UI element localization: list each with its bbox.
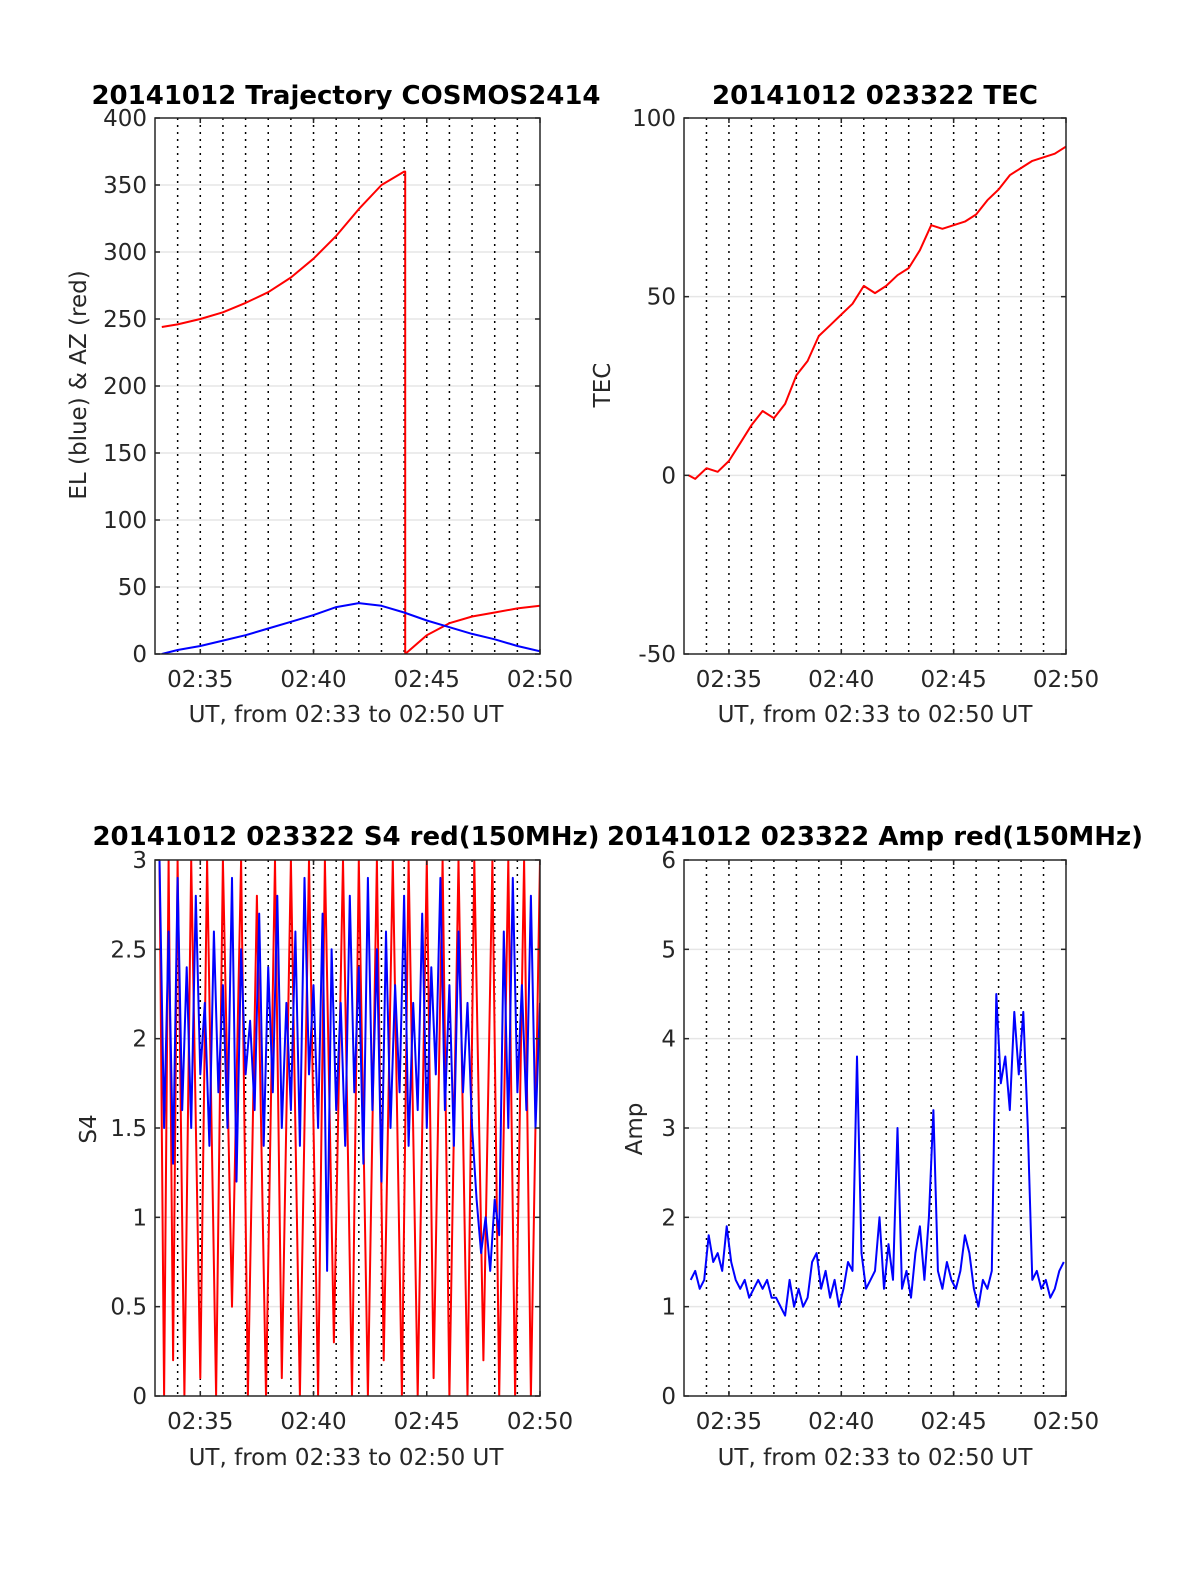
amp-title: 20141012 023322 Amp red(150MHz) <box>607 822 1143 852</box>
amp-y-tick-label: 5 <box>661 937 676 963</box>
amp-y-tick-label: 2 <box>661 1205 676 1231</box>
s4-panel: 20141012 023322 S4 red(150MHz) UT, from … <box>76 822 600 1471</box>
s4-x-tick-label: 02:50 <box>507 1409 573 1435</box>
tec-series-1 <box>688 145 1066 480</box>
trajectory-y-tick-label: 50 <box>118 575 147 601</box>
amp-y-tick-label: 6 <box>661 848 676 874</box>
trajectory-y-tick-label: 400 <box>103 106 147 132</box>
s4-series-2 <box>158 860 540 1272</box>
s4-y-tick-label: 1 <box>132 1205 147 1231</box>
s4-y-tick-label: 2 <box>132 1027 147 1053</box>
tec-y-tick-label: 0 <box>661 463 676 489</box>
trajectory-series-1 <box>161 170 540 654</box>
s4-x-tick-label: 02:45 <box>394 1409 460 1435</box>
tec-x-tick-label: 02:35 <box>696 667 762 693</box>
amp-series-1 <box>689 993 1065 1317</box>
trajectory-x-tick-label: 02:45 <box>394 667 460 693</box>
tec-y-tick-label: 50 <box>647 285 676 311</box>
tec-axes-background <box>684 118 1066 654</box>
tec-y-axis-label: TEC <box>590 363 616 409</box>
trajectory-title: 20141012 Trajectory COSMOS2414 <box>91 81 600 111</box>
amp-x-tick-label: 02:45 <box>920 1409 986 1435</box>
s4-x-tick-label: 02:40 <box>280 1409 346 1435</box>
s4-y-tick-label: 0.5 <box>110 1295 147 1321</box>
s4-x-axis-label: UT, from 02:33 to 02:50 UT <box>189 1445 505 1471</box>
tec-y-tick-label: 100 <box>632 106 676 132</box>
amp-y-tick-label: 4 <box>661 1027 676 1053</box>
trajectory-y-tick-label: 350 <box>103 173 147 199</box>
amp-y-tick-label: 3 <box>661 1116 676 1142</box>
s4-y-tick-label: 1.5 <box>110 1116 147 1142</box>
trajectory-x-tick-label: 02:40 <box>280 667 346 693</box>
tec-x-tick-label: 02:45 <box>920 667 986 693</box>
tec-x-axis-label: UT, from 02:33 to 02:50 UT <box>718 702 1034 728</box>
trajectory-y-tick-label: 0 <box>132 642 147 668</box>
amp-plot-area: 0 1 2 3 4 5 6 02:35 02:40 02:45 02:50 <box>661 848 1099 1435</box>
trajectory-series-2 <box>161 602 540 654</box>
trajectory-panel: 20141012 Trajectory COSMOS2414 UT, from … <box>66 81 601 728</box>
s4-y-tick-label: 3 <box>132 848 147 874</box>
s4-plot-area: 0 0.5 1 1.5 2 2.5 3 02:35 02:40 02:45 02:50 <box>110 848 573 1435</box>
amp-x-tick-label: 02:40 <box>808 1409 874 1435</box>
tec-title: 20141012 023322 TEC <box>712 81 1038 111</box>
s4-y-tick-label: 0 <box>132 1384 147 1410</box>
tec-y-tick-label: -50 <box>638 642 676 668</box>
trajectory-y-tick-label: 100 <box>103 508 147 534</box>
trajectory-plot-area: 0 50 100 150 200 250 300 350 400 02:35 02:40 02:45 0… <box>103 106 573 693</box>
amp-y-tick-label: 1 <box>661 1295 676 1321</box>
s4-title: 20141012 023322 S4 red(150MHz) <box>92 822 599 852</box>
trajectory-y-axis-label: EL (blue) & AZ (red) <box>66 270 92 499</box>
s4-y-tick-label: 2.5 <box>110 937 147 963</box>
amp-y-axis-label: Amp <box>622 1103 648 1156</box>
s4-x-tick-label: 02:35 <box>167 1409 233 1435</box>
amp-panel: 20141012 023322 Amp red(150MHz) UT, from… <box>607 822 1143 1471</box>
amp-x-tick-label: 02:50 <box>1033 1409 1099 1435</box>
tec-x-tick-label: 02:50 <box>1033 667 1099 693</box>
tec-axes-frame <box>683 117 1067 655</box>
trajectory-y-tick-label: 250 <box>103 307 147 333</box>
tec-plot-area: -50 0 50 100 02:35 02:40 02:45 02:50 <box>632 106 1099 693</box>
tec-x-tick-label: 02:40 <box>808 667 874 693</box>
tec-panel: 20141012 023322 TEC UT, from 02:33 to 02… <box>590 81 1099 728</box>
trajectory-y-tick-label: 300 <box>103 240 147 266</box>
trajectory-y-tick-label: 200 <box>103 374 147 400</box>
trajectory-x-axis-label: UT, from 02:33 to 02:50 UT <box>189 702 505 728</box>
trajectory-y-tick-label: 150 <box>103 441 147 467</box>
s4-y-axis-label: S4 <box>76 1114 102 1143</box>
amp-y-tick-label: 0 <box>661 1384 676 1410</box>
trajectory-x-tick-label: 02:50 <box>507 667 573 693</box>
amp-x-tick-label: 02:35 <box>696 1409 762 1435</box>
amp-x-axis-label: UT, from 02:33 to 02:50 UT <box>718 1445 1034 1471</box>
trajectory-x-tick-label: 02:35 <box>167 667 233 693</box>
